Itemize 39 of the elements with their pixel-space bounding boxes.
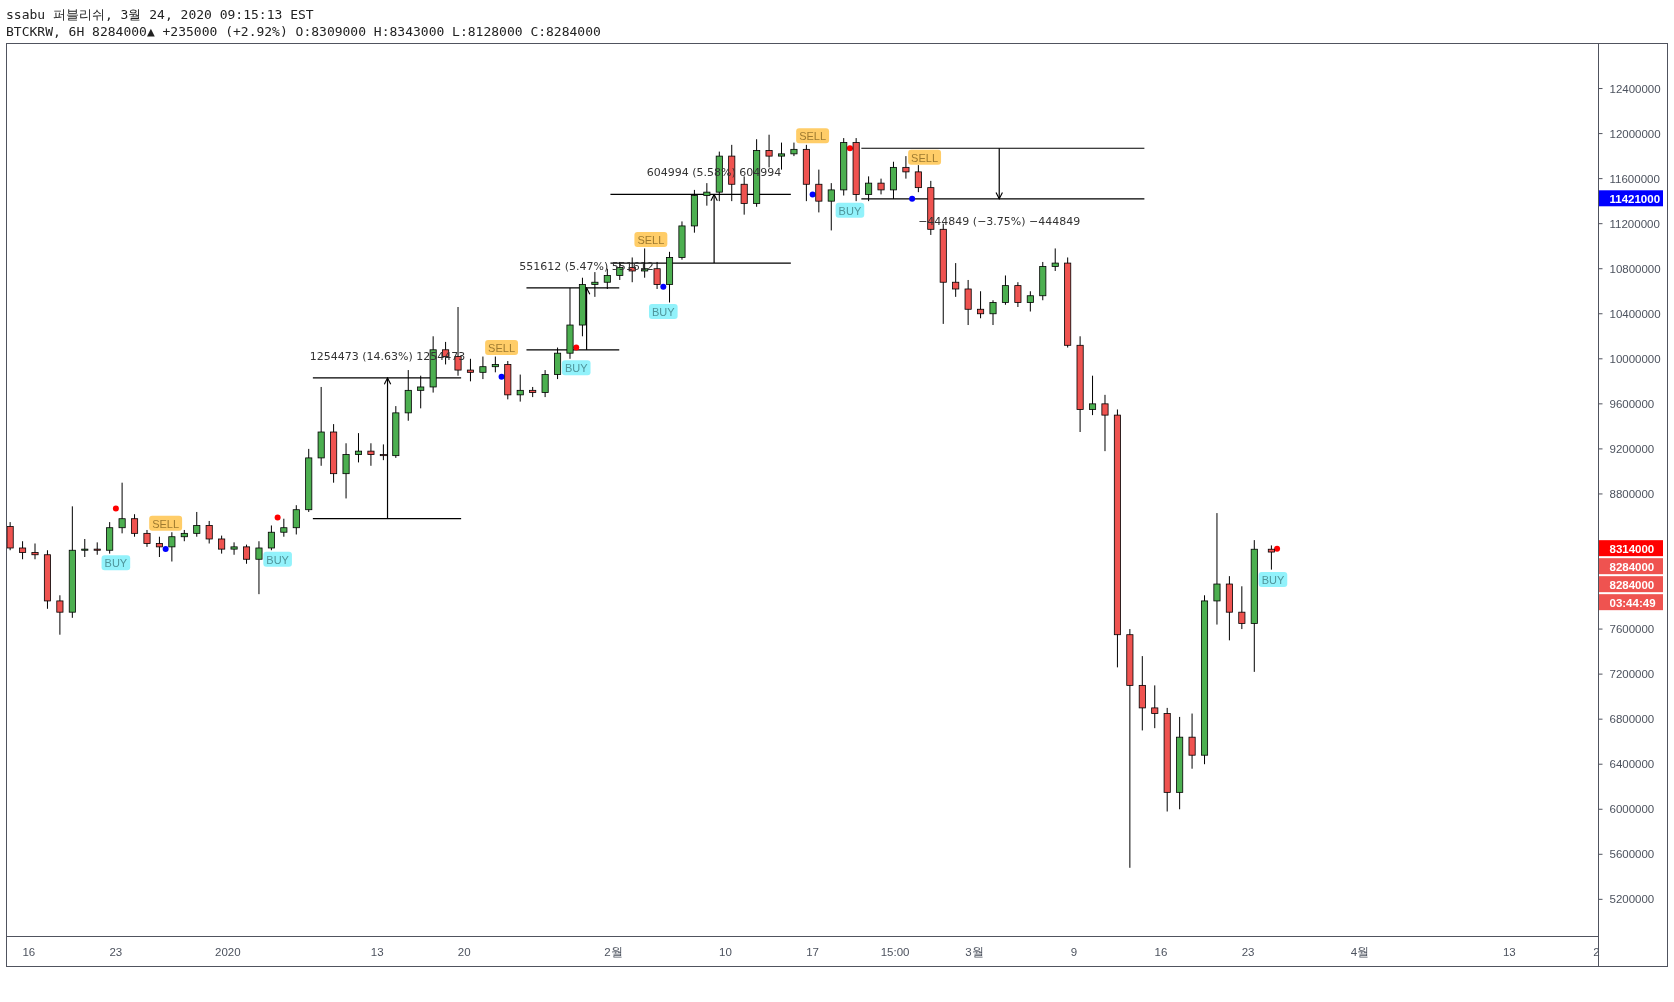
x-tick-label: 16 [22, 946, 36, 958]
x-tick-label: 13 [370, 946, 384, 958]
x-tick-label: 20 [457, 946, 471, 958]
x-tick-label: 16 [1154, 946, 1168, 958]
y-tick-label: 5200000 [1609, 893, 1655, 906]
y-tick-label: 6000000 [1609, 803, 1655, 816]
y-tick-label: 11600000 [1609, 172, 1660, 185]
text: 8284000 [1609, 578, 1655, 591]
y-tick-label: 7200000 [1609, 668, 1655, 681]
y-tick-label: 10400000 [1609, 307, 1661, 320]
y-tick-label: 9600000 [1609, 397, 1655, 410]
y-tick-label: 7600000 [1609, 623, 1655, 636]
y-tick-label: 11200000 [1609, 217, 1660, 230]
y-tick-label: 8800000 [1609, 487, 1655, 500]
chart-title: ssabu 퍼블리쉬, 3월 24, 2020 09:15:13 EST [6, 7, 314, 22]
text: 8284000 [1609, 560, 1655, 573]
text: 11421000 [1609, 192, 1661, 205]
x-tick-label: 10 [719, 946, 732, 958]
y-tick-label: 10000000 [1609, 352, 1661, 365]
x-tick-label: 23 [1241, 946, 1255, 958]
y-tick-label: 9200000 [1609, 442, 1655, 455]
x-tick-label: 4월 [1350, 946, 1370, 958]
x-tick-label: 13 [1502, 946, 1516, 958]
x-tick-label: 17 [806, 946, 820, 958]
y-tick-label: 12400000 [1609, 82, 1661, 95]
y-tick-label: 10800000 [1609, 262, 1661, 275]
x-tick-label: 15:00 [880, 946, 910, 958]
chart-subtitle: BTCKRW, 6H 8284000▲ +235000 (+2.92%) O:8309000 H:8343000 L:8128000 C:8284000 [6, 24, 601, 39]
text: 03:44:49 [1609, 596, 1656, 609]
x-tick-label: 2020 [215, 946, 241, 958]
x-tick-label: 3월 [965, 946, 984, 958]
y-tick-label: 12000000 [1609, 127, 1661, 140]
y-tick-label: 5600000 [1609, 848, 1655, 861]
x-tick-label: 9 [1070, 946, 1078, 958]
text: 8314000 [1609, 542, 1655, 555]
x-tick-label: 23 [109, 946, 123, 958]
y-tick-label: 6400000 [1609, 758, 1655, 771]
x-tick-label: 2월 [604, 946, 623, 958]
y-tick-label: 6800000 [1609, 713, 1655, 726]
